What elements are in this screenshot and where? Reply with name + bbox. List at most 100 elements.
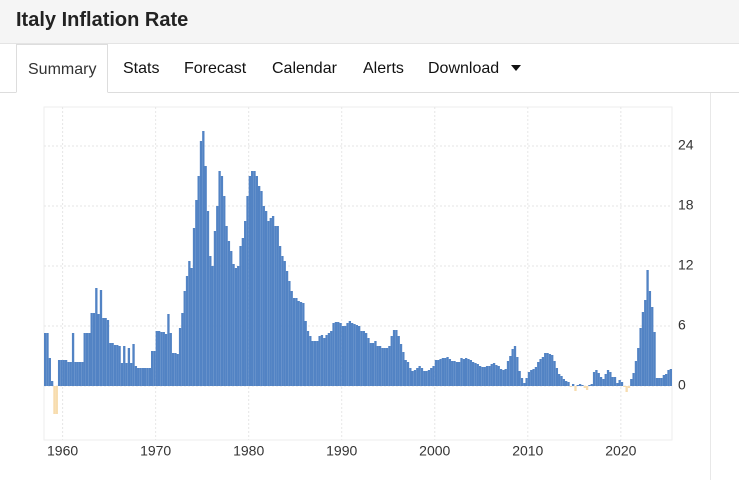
bar [204, 166, 207, 386]
bar [504, 369, 507, 386]
bar [67, 362, 70, 386]
bar [476, 364, 479, 386]
plot-area [43, 106, 673, 441]
bar [371, 343, 375, 386]
tab[interactable]: Download [428, 60, 500, 77]
bar [637, 348, 640, 386]
bar [632, 373, 635, 386]
bar [311, 341, 314, 386]
bar [388, 346, 391, 386]
bar [248, 176, 252, 386]
bar [574, 386, 577, 391]
bar [48, 358, 51, 386]
bar [64, 360, 68, 386]
bar [609, 372, 612, 386]
bar [662, 375, 666, 386]
bar [292, 298, 296, 386]
bar [567, 382, 570, 386]
tab-bar: Summary Stats Forecast Calendar Alerts D… [0, 44, 739, 93]
bar [260, 191, 263, 386]
bar [585, 386, 589, 390]
bar [648, 291, 652, 386]
bar [339, 323, 342, 386]
bar [306, 331, 310, 386]
bar [116, 345, 119, 386]
bar [192, 228, 196, 386]
bar [378, 346, 382, 386]
bar [106, 320, 110, 386]
bar [195, 200, 198, 386]
bar [395, 330, 398, 386]
bar [623, 386, 626, 387]
bar [139, 368, 142, 386]
bar [581, 385, 584, 386]
bar [97, 314, 100, 386]
bar [246, 196, 249, 386]
bar [92, 313, 96, 386]
bar [416, 368, 419, 386]
bar [409, 368, 412, 386]
bar [137, 368, 140, 386]
bar [190, 268, 193, 386]
bar [590, 384, 593, 386]
bar [227, 241, 231, 386]
bar [211, 266, 214, 386]
bar [641, 312, 645, 386]
y-tick-label: 24 [678, 137, 694, 153]
bar [565, 381, 568, 386]
bar [404, 360, 407, 386]
bar [99, 290, 103, 386]
bar [290, 291, 293, 386]
bar [420, 368, 424, 386]
x-tick-label: 2010 [512, 443, 543, 459]
tab[interactable]: Calendar [272, 60, 337, 77]
bar [383, 348, 386, 386]
x-tick-label: 1980 [233, 443, 264, 459]
bar [111, 343, 114, 386]
bar [341, 326, 345, 386]
bar [599, 377, 603, 386]
dropdown-caret [511, 65, 521, 71]
bar [458, 362, 461, 386]
bar [264, 211, 268, 386]
bar [616, 383, 619, 386]
bar [576, 385, 579, 386]
tab[interactable]: Alerts [363, 60, 404, 77]
bar [583, 386, 586, 388]
bar [127, 348, 131, 386]
bar [304, 321, 307, 386]
bar [376, 346, 379, 386]
bar [74, 362, 77, 386]
bar [95, 288, 98, 386]
tab[interactable]: Summary [16, 44, 109, 93]
tab[interactable]: Forecast [184, 60, 247, 77]
bar [257, 186, 261, 386]
bar [278, 246, 282, 386]
bar [381, 348, 384, 386]
bar [558, 374, 561, 386]
bar [546, 353, 549, 386]
bar [432, 366, 435, 386]
bar [411, 371, 414, 386]
bar [534, 367, 538, 386]
bar [348, 321, 352, 386]
bar [562, 379, 566, 386]
bar [651, 307, 654, 386]
bar [225, 226, 228, 386]
bar [155, 331, 158, 386]
bar [327, 333, 331, 386]
tab[interactable]: Stats [123, 60, 160, 77]
bar [104, 318, 107, 386]
header: Italy Inflation Rate [0, 0, 739, 44]
y-tick-label: 18 [678, 197, 694, 213]
bar [134, 366, 138, 386]
bar [451, 361, 454, 386]
bar [318, 336, 321, 386]
bar [665, 374, 668, 386]
bar [469, 360, 472, 386]
bar [374, 341, 377, 386]
bar [364, 333, 368, 386]
bar [539, 359, 542, 386]
bar [188, 261, 191, 386]
bar [453, 361, 456, 386]
